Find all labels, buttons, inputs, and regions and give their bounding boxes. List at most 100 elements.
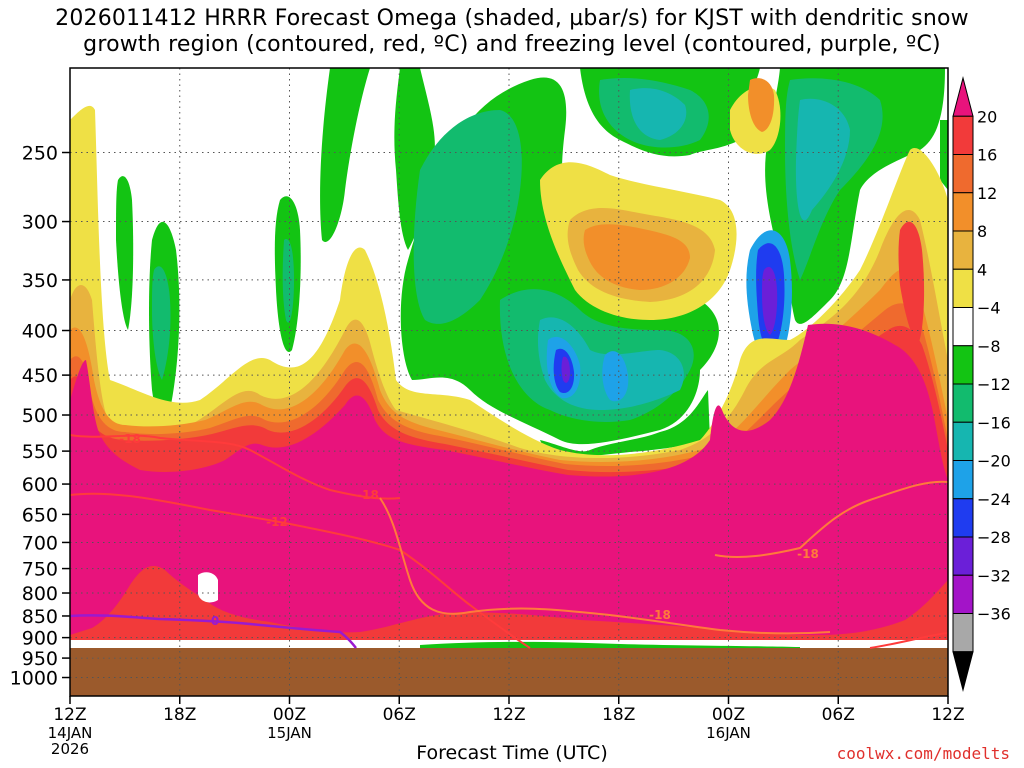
source-credit: coolwx.com/modelts xyxy=(836,744,1010,763)
omega-region-orange xyxy=(748,78,775,132)
y-tick-label: 500 xyxy=(22,405,58,427)
y-tick-label: 950 xyxy=(22,648,58,670)
x-tick-label: 06Z xyxy=(822,705,855,725)
x-tick-label: 00Z xyxy=(273,705,306,725)
colorbar-bin xyxy=(952,651,974,692)
y-tick-label: 600 xyxy=(22,474,58,496)
x-tick-date: 16JAN xyxy=(706,724,751,742)
x-tick-label: 12Z xyxy=(931,705,964,725)
y-tick-label: 550 xyxy=(22,441,58,463)
x-axis-label: Forecast Time (UTC) xyxy=(416,742,608,764)
omega-region-orange xyxy=(583,224,690,290)
y-tick-label: 800 xyxy=(22,583,58,605)
colorbar-bin xyxy=(952,307,974,347)
colorbar-label: 16 xyxy=(977,146,997,165)
y-tick-label: 650 xyxy=(22,504,58,526)
x-tick-label: 12Z xyxy=(492,705,525,725)
dgz-contour-label: -18 xyxy=(649,608,671,622)
colorbar-bin xyxy=(952,498,974,538)
colorbar-label: −8 xyxy=(977,337,1001,356)
terrain-ground xyxy=(70,648,948,696)
colorbar-label: 8 xyxy=(977,222,987,241)
dgz-contour-minus18-upper xyxy=(70,434,401,500)
omega-region-red xyxy=(898,221,925,345)
colorbar-bin xyxy=(952,76,974,117)
omega-region-teal xyxy=(152,266,171,380)
colorbar-label: −12 xyxy=(977,375,1011,394)
colorbar-bin xyxy=(952,574,974,614)
colorbar-bin xyxy=(952,230,974,270)
colorbar-label: 4 xyxy=(977,260,987,279)
colorbar-bin xyxy=(952,536,974,576)
y-tick-label: 750 xyxy=(22,559,58,581)
y-tick-label: 700 xyxy=(22,532,58,554)
colorbar-label: 12 xyxy=(977,184,997,203)
colorbar-label: −20 xyxy=(977,452,1011,471)
omega-region-teal xyxy=(413,110,522,324)
colorbar-label: −36 xyxy=(977,605,1011,624)
omega-region-cyan xyxy=(629,88,687,140)
colorbar-label: −28 xyxy=(977,528,1011,547)
gridlines xyxy=(70,68,948,696)
y-tick-label: 850 xyxy=(22,606,58,628)
ground-fill xyxy=(70,648,948,696)
omega-region-teal xyxy=(282,239,294,323)
colorbar-bin xyxy=(952,460,974,500)
colorbar-bin xyxy=(952,115,974,155)
colorbar-bin xyxy=(952,345,974,385)
x-tick-label: 18Z xyxy=(602,705,635,725)
dgz-contours xyxy=(70,434,948,649)
x-tick-label: 00Z xyxy=(712,705,745,725)
x-tick-label: 18Z xyxy=(163,705,196,725)
y-tick-label: 900 xyxy=(22,628,58,650)
omega-region-green xyxy=(394,68,435,250)
dgz-contour-minus18-faded xyxy=(379,497,831,635)
dgz-contour-label: -12 xyxy=(266,515,288,529)
omega-region-cyan xyxy=(795,98,850,221)
omega-region-purple xyxy=(561,356,570,383)
colorbar-bin xyxy=(952,268,974,308)
chart-title-line-1: 2026011412 HRRR Forecast Omega (shaded, … xyxy=(55,6,969,31)
dgz-contour-minus12 xyxy=(70,492,531,649)
colorbar-bin xyxy=(952,613,974,653)
freezing-contour-label: 0 xyxy=(211,614,219,628)
y-tick-label: 300 xyxy=(22,212,58,234)
colorbar-label: −24 xyxy=(977,490,1011,509)
x-tick-date: 15JAN xyxy=(267,724,312,742)
y-tick-label: 450 xyxy=(22,365,58,387)
colorbar-label: 20 xyxy=(977,107,997,126)
omega-region-green xyxy=(540,390,710,457)
y-tick-label: 250 xyxy=(22,143,58,165)
omega-region-green xyxy=(116,176,134,330)
y-axis: 2503003504004505005506006507007508008509… xyxy=(10,143,70,690)
dgz-contour-minus18-right xyxy=(714,480,948,559)
colorbar-bin xyxy=(952,154,974,194)
x-tick-year: 2026 xyxy=(51,740,89,758)
x-tick-date: 14JAN xyxy=(48,724,93,742)
colorbar-label: −32 xyxy=(977,566,1011,585)
x-tick-label: 12Z xyxy=(53,705,86,725)
dgz-contour-label: -18 xyxy=(119,432,141,446)
omega-region-lightblue xyxy=(602,351,629,402)
omega-region-green xyxy=(320,68,370,242)
omega-region-purple xyxy=(762,266,778,335)
chart-title-line-2: growth region (contoured, red, ºC) and f… xyxy=(83,32,941,57)
freezing-level-contour xyxy=(70,614,357,649)
dgz-contour-label: -18 xyxy=(357,488,379,502)
x-tick-label: 06Z xyxy=(383,705,416,725)
colorbar-label: −16 xyxy=(977,413,1011,432)
colorbar-legend: 20 16 12 8 4 −4 −8 −12 −16 −20 −24 −28 −32 −36 xyxy=(952,76,1011,692)
colorbar-bin xyxy=(952,421,974,461)
colorbar-label: −4 xyxy=(977,299,1001,318)
contour-labels: -18 -12 -18 -18 -18 0 xyxy=(119,432,819,628)
colorbar-bin xyxy=(952,383,974,423)
omega-region-green xyxy=(940,120,948,190)
dgz-contour-label: -18 xyxy=(797,547,819,561)
colorbar-bin xyxy=(952,192,974,232)
y-tick-label: 1000 xyxy=(10,668,58,690)
plot-area xyxy=(70,68,948,696)
omega-region-white xyxy=(198,572,218,603)
y-tick-label: 350 xyxy=(22,270,58,292)
